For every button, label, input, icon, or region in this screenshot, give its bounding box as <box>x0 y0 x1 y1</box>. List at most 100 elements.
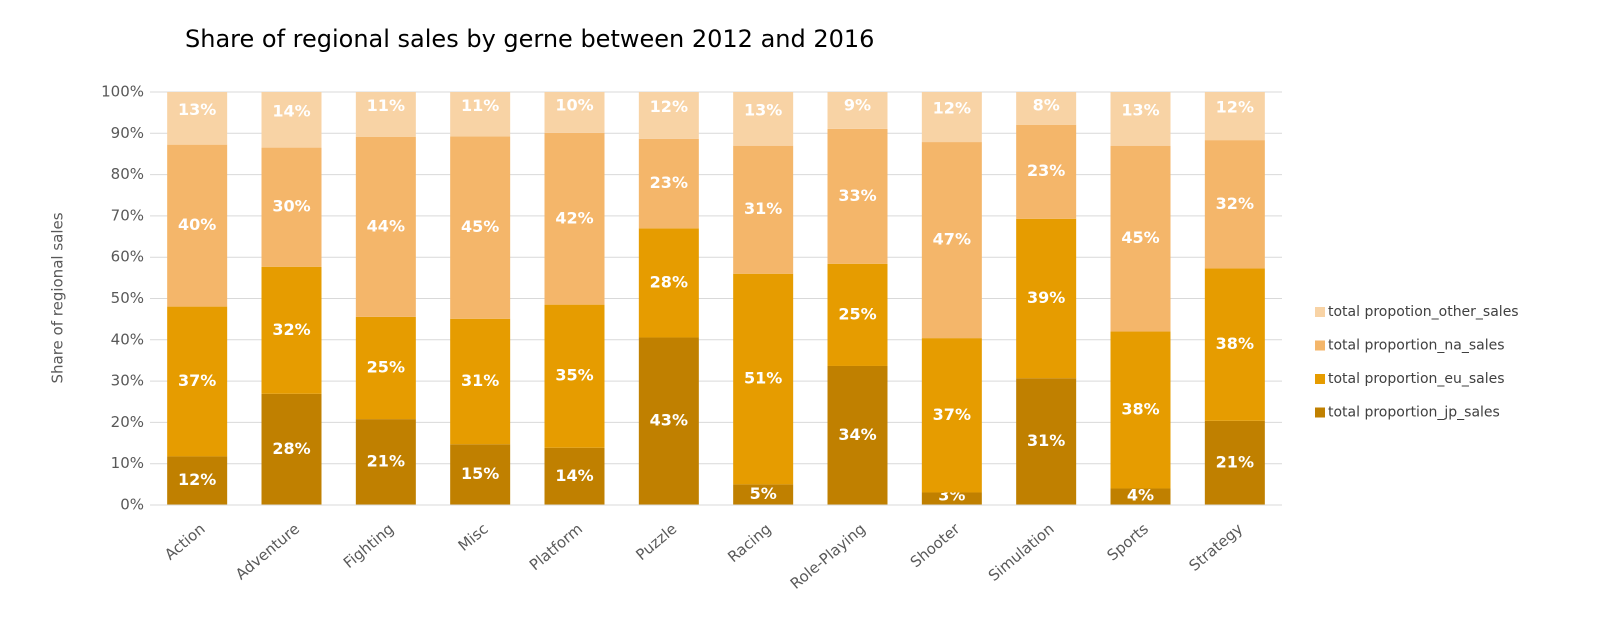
bar-segment <box>827 128 888 264</box>
bar-segment <box>1204 420 1265 505</box>
data-label: 51% <box>744 369 782 388</box>
bar-segment <box>544 92 605 133</box>
x-tick-label: Racing <box>724 520 774 566</box>
data-label: 23% <box>650 173 688 192</box>
legend-label: total proportion_jp_sales <box>1328 405 1500 421</box>
data-label: 25% <box>838 304 876 323</box>
data-label: 12% <box>933 99 971 118</box>
bar-segment <box>544 132 605 305</box>
bar-segment <box>1016 92 1077 125</box>
bar-segment <box>167 306 228 457</box>
bar-segment <box>450 136 511 319</box>
y-axis-title: Share of regional sales <box>49 212 67 383</box>
x-tick-label: Action <box>161 520 209 564</box>
bar-segment <box>355 136 416 317</box>
y-tick-label: 10% <box>111 454 144 472</box>
data-label: 5% <box>750 484 777 503</box>
bar-segment <box>261 393 322 505</box>
bar-segment <box>355 92 416 137</box>
data-label: 4% <box>1127 486 1154 505</box>
bar-segment <box>733 145 794 274</box>
data-label: 38% <box>1216 334 1254 353</box>
bar-segment <box>1204 92 1265 141</box>
bar-segment <box>261 147 322 267</box>
data-label: 38% <box>1121 400 1159 419</box>
data-label: 11% <box>367 96 405 115</box>
y-tick-label: 40% <box>111 330 144 348</box>
bar-segment <box>1110 488 1171 505</box>
data-label: 31% <box>1027 431 1065 450</box>
data-label: 34% <box>838 425 876 444</box>
data-label: 21% <box>367 452 405 471</box>
data-label: 33% <box>838 186 876 205</box>
data-label: 30% <box>272 197 310 216</box>
bar-segment <box>544 447 605 505</box>
legend-label: total proportion_eu_sales <box>1328 371 1505 387</box>
x-tick-label: Platform <box>526 520 586 574</box>
legend-swatch <box>1315 374 1325 384</box>
legend-swatch <box>1315 407 1325 418</box>
data-label: 44% <box>367 216 405 235</box>
x-tick-label: Role-Playing <box>787 520 869 593</box>
bar-segment <box>544 304 605 448</box>
data-label: 14% <box>272 101 310 120</box>
bar-segment <box>1110 145 1171 332</box>
y-tick-label: 0% <box>120 496 144 514</box>
data-label: 23% <box>1027 161 1065 180</box>
y-tick-label: 90% <box>111 124 144 142</box>
y-tick-label: 20% <box>111 413 144 431</box>
x-tick-label: Puzzle <box>632 520 680 564</box>
data-label: 21% <box>1216 452 1254 471</box>
x-tick-label: Simulation <box>985 520 1058 585</box>
bar-segment <box>355 419 416 505</box>
data-label: 10% <box>555 96 593 115</box>
bar-segment <box>355 316 416 420</box>
data-label: 39% <box>1027 288 1065 307</box>
y-tick-label: 30% <box>111 372 144 390</box>
data-label: 35% <box>555 366 593 385</box>
bar-segment <box>921 338 982 493</box>
data-label: 12% <box>1216 98 1254 117</box>
bar-segment <box>827 263 888 366</box>
y-tick-label: 70% <box>111 206 144 224</box>
bar-segment <box>921 92 982 143</box>
data-label: 31% <box>744 199 782 218</box>
bar-segment <box>921 142 982 339</box>
bar-segment <box>921 492 982 505</box>
data-label: 8% <box>1033 96 1060 115</box>
data-label: 47% <box>933 230 971 249</box>
data-label: 31% <box>461 371 499 390</box>
x-tick-label: Shooter <box>907 519 964 571</box>
bar-segment <box>638 92 699 139</box>
bar-segment <box>1204 268 1265 421</box>
data-label: 14% <box>555 466 593 485</box>
bar-segment <box>733 92 794 146</box>
x-tick-label: Fighting <box>340 520 397 572</box>
bar-segment <box>638 228 699 338</box>
x-tick-label: Adventure <box>232 520 303 584</box>
data-label: 13% <box>1121 100 1159 119</box>
data-label: 32% <box>1216 194 1254 213</box>
data-label: 13% <box>744 100 782 119</box>
y-tick-label: 100% <box>101 83 144 101</box>
bar-segment <box>638 337 699 505</box>
bar-segment <box>827 365 888 505</box>
data-label: 25% <box>367 358 405 377</box>
bar-segment <box>167 456 228 505</box>
data-label: 12% <box>178 470 216 489</box>
data-label: 11% <box>461 96 499 115</box>
data-label: 9% <box>844 96 871 115</box>
bar-segment <box>261 92 322 148</box>
data-label: 12% <box>650 97 688 116</box>
legend-label: total propotion_other_sales <box>1328 304 1519 320</box>
data-label: 45% <box>461 217 499 236</box>
legend-swatch <box>1315 307 1325 317</box>
bar-segment <box>1204 140 1265 269</box>
bar-segment <box>450 92 511 137</box>
bar-segment <box>827 92 888 129</box>
y-tick-label: 50% <box>111 289 144 307</box>
bar-segment <box>167 92 228 145</box>
bar-segment <box>167 144 228 307</box>
